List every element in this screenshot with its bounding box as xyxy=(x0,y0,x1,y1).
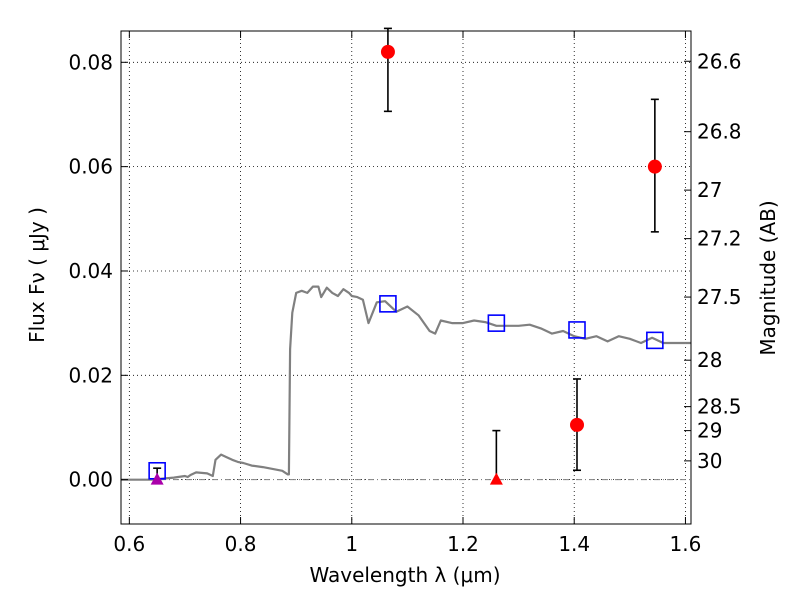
y-tick-label: 0.06 xyxy=(68,155,113,179)
x-tick-label: 1 xyxy=(345,532,358,556)
model-photometry-square xyxy=(379,295,397,313)
plot-frame xyxy=(120,30,692,525)
magnitude-axis-ticks: 26.6 26.8 27 27.2 27.5 28 28.529 30 xyxy=(684,49,742,473)
model-photometry-squares xyxy=(148,295,664,480)
magnitude-tick-label: 29 xyxy=(697,419,722,443)
x-tick-label: 0.8 xyxy=(225,532,257,556)
magnitude-tick-label: 26.6 xyxy=(697,49,742,73)
upper-limit-markers xyxy=(150,472,503,485)
magnitude-tick-label: 27 xyxy=(697,178,722,202)
magnitude-axis-label: Magnitude (AB) xyxy=(756,200,780,355)
magnitude-tick-label: 30 xyxy=(697,449,722,473)
magnitude-tick-label: 27.5 xyxy=(697,285,742,309)
detection-point xyxy=(380,44,395,59)
model-photometry-square xyxy=(487,314,506,332)
detection-point xyxy=(570,417,584,432)
magnitude-tick-label: 27.2 xyxy=(697,227,742,251)
upper-limit-triangle xyxy=(150,472,164,485)
detection-point xyxy=(647,159,662,174)
error-bars xyxy=(153,27,659,480)
x-tick-label: 1.2 xyxy=(447,532,479,556)
grid xyxy=(121,31,691,524)
model-photometry-square xyxy=(646,331,664,350)
y-tick-label: 0.00 xyxy=(68,468,113,492)
model-sed-line xyxy=(121,285,691,481)
y-axis-ticks: 0.00 0.02 0.04 0.06 0.08 xyxy=(68,50,128,492)
x-tick-label: 1.6 xyxy=(670,532,702,556)
y-tick-label: 0.08 xyxy=(68,50,113,74)
y-tick-label: 0.02 xyxy=(68,363,113,387)
x-axis-label: Wavelength λ (μm) xyxy=(309,563,500,587)
magnitude-tick-label: 28.5 xyxy=(697,395,742,419)
y-tick-label: 0.04 xyxy=(68,259,113,283)
magnitude-tick-label: 28 xyxy=(697,348,722,372)
x-tick-label: 1.4 xyxy=(558,532,590,556)
model-photometry-square xyxy=(568,321,586,339)
upper-limit-triangle xyxy=(489,472,503,485)
x-axis-ticks: 0.6 0.8 1 1.2 1.4 1.6 xyxy=(113,31,701,556)
model-sed-curve xyxy=(121,285,691,481)
magnitude-tick-label: 26.8 xyxy=(697,120,742,144)
y-axis-label: Flux Fν ( μJy ) xyxy=(25,207,49,343)
detection-points xyxy=(380,44,662,432)
x-tick-label: 0.6 xyxy=(113,532,145,556)
